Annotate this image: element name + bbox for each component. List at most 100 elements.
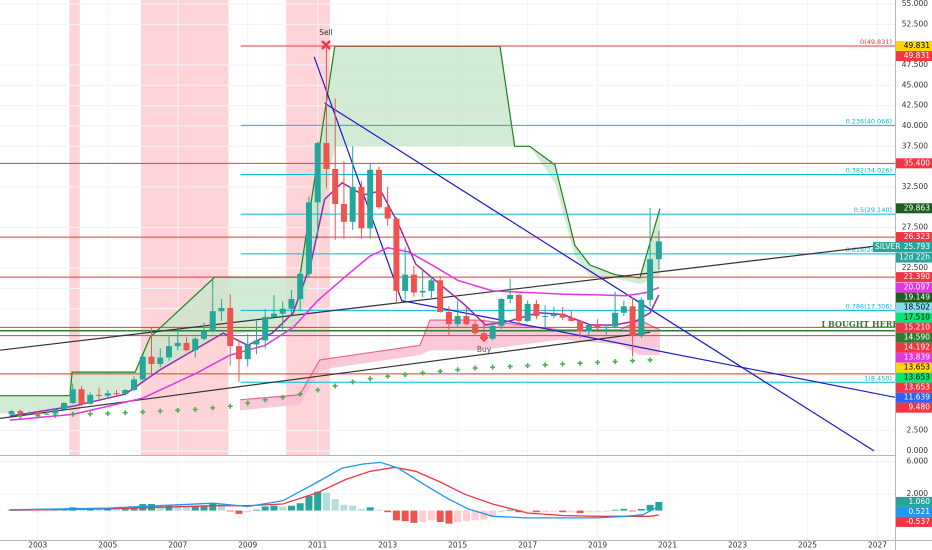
cross-mark [87,411,93,417]
price-tag-label: 25.793 [904,242,930,251]
histogram-bar [497,510,505,513]
histogram-bar [602,510,610,512]
histogram-bar [130,507,138,511]
histogram-bar [113,508,121,511]
fib-label: 0.5(29.140) [854,206,892,214]
histogram-bar [121,508,129,511]
cross-mark [332,383,338,389]
x-tick-label: 2023 [728,541,747,550]
x-tick-label: 2025 [798,541,817,550]
candle-body [323,143,330,169]
candle-body [393,218,400,291]
cross-mark [490,364,496,370]
candle-body [332,169,339,204]
price-panel: 0(49.831) 0.236(40.066) 0.382(34.026) 0.5(2… [0,0,895,455]
y-tick-label: 2.000 [907,489,929,498]
cross-mark [612,359,618,365]
countdown-label: 12d 22h [899,253,930,262]
cross-mark [315,387,321,393]
fib-label: 0(49.831) [860,38,892,46]
candle-body [209,311,216,331]
buy-marker [479,336,489,343]
histogram-bar [655,501,663,511]
y-tick-label: 42.500 [902,101,928,110]
histogram-bar [436,510,444,523]
histogram-bar [200,506,208,511]
cross-mark [385,373,391,379]
histogram-bar [174,505,182,511]
candle-body [349,186,356,222]
candle-body [227,307,234,347]
histogram-bar [524,510,532,512]
cross-mark [262,397,268,403]
macd-tag [896,516,932,527]
price-tag [896,232,932,243]
macd-panel [0,456,895,540]
fib-label: 0.786(17.306) [846,302,892,310]
price-tag [896,282,932,293]
price-tag [896,51,932,62]
trend-line [0,331,651,419]
candle-body [402,274,409,291]
price-tag [896,322,932,333]
candle-body [629,306,636,336]
x-tick-label: 2005 [98,541,117,550]
macd-tag-label: 0.521 [909,507,931,516]
candle-body [410,274,417,293]
candle-body [437,280,444,312]
histogram-bar [629,510,637,512]
price-tag-label: 49.831 [904,41,930,50]
fib-label: 0.382(34.026) [846,166,892,174]
candle-body [34,412,41,415]
candle-body [87,394,94,404]
histogram-bar [217,504,225,511]
price-tag [896,352,932,363]
cross-mark [192,407,198,412]
cross-mark [455,367,461,373]
cross-mark [507,363,513,369]
sell-label: Sell [319,28,333,37]
cross-mark [175,407,181,413]
macd-tag [896,506,932,517]
candle-body [122,390,129,395]
histogram-bar [410,510,418,523]
price-tag-label: 13.653 [904,373,930,382]
x-tick-label: 2013 [378,541,397,550]
candle-body [585,325,592,332]
candle-body [78,389,85,404]
cross-mark [647,357,653,363]
candle-body [104,393,111,396]
candle-body [279,308,286,314]
price-tag-label: 14.192 [904,343,930,352]
candle-body [655,241,662,260]
candle-body [244,344,251,360]
candle-body [358,186,365,229]
candle-body [17,411,24,414]
histogram-bar [191,506,199,511]
x-tick-label: 2015 [448,541,467,550]
pink-cloud [240,320,660,411]
candle-body [235,346,242,360]
candle-body [472,324,479,334]
candle-body [524,303,531,321]
candle-body [297,273,304,299]
histogram-bar [349,505,357,511]
y-tick-label: 45.000 [902,80,928,89]
candle-body [262,316,269,341]
histogram-bar [585,510,593,513]
histogram-bar [392,510,400,521]
histogram-bar [366,507,374,511]
candle-body [533,303,540,317]
x-tick-label: 2003 [28,541,47,550]
price-tag-label: 13.653 [904,383,930,392]
histogram-bar [462,510,470,522]
countdown-tag [896,252,932,263]
histogram-bar [305,495,313,511]
y-tick-label: 2.500 [907,426,929,435]
histogram-bar [340,504,348,511]
candle-body [200,330,207,339]
annotations: Sell Buy I BOUGHT HERE [319,28,898,354]
price-tag [896,342,932,353]
candle-body [620,306,627,313]
